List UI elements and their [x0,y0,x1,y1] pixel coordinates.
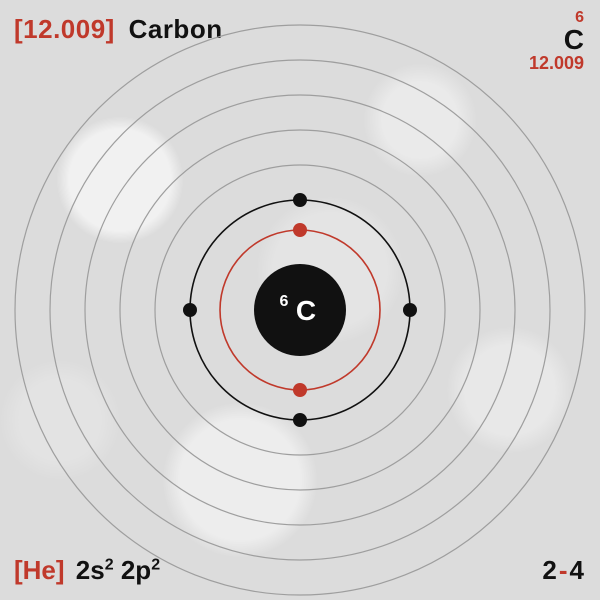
shell-ring [120,130,480,490]
element-name: Carbon [129,14,223,44]
shell-ring [50,60,550,560]
shell-ring [15,25,585,595]
element-infographic: [12.009] Carbon 6 C 12.009 [He] 2s2 2p2 … [0,0,600,600]
header-block: [12.009] Carbon [14,14,223,45]
oxidation-max: 4 [570,555,584,585]
electron [403,303,417,317]
shell-ring [85,95,515,525]
shell-ring [190,200,410,420]
nucleus-circle [254,264,346,356]
noble-gas-core: [He] [14,555,65,585]
oxidation-states: 2-4 [542,555,584,586]
shell-rings [15,25,585,595]
nucleus: 6C [254,264,346,356]
electron [183,303,197,317]
electron [293,193,307,207]
oxidation-min: 2 [542,555,556,585]
corner-block: 6 C 12.009 [529,10,584,73]
nucleus-symbol: C [296,295,316,326]
oxidation-separator: - [557,555,570,585]
electrons [183,193,417,427]
electron-config: 2s2 2p2 [76,555,160,585]
electron-config-block: [He] 2s2 2p2 [14,555,160,586]
shell-ring [155,165,445,455]
atom-diagram: 6C [0,0,600,600]
atomic-mass-bracket: [12.009] [14,14,115,44]
electron [293,383,307,397]
shell-ring [220,230,380,390]
element-symbol: C [529,25,584,54]
electron [293,223,307,237]
atomic-mass: 12.009 [529,54,584,73]
electron [293,413,307,427]
nucleus-number: 6 [280,293,289,310]
